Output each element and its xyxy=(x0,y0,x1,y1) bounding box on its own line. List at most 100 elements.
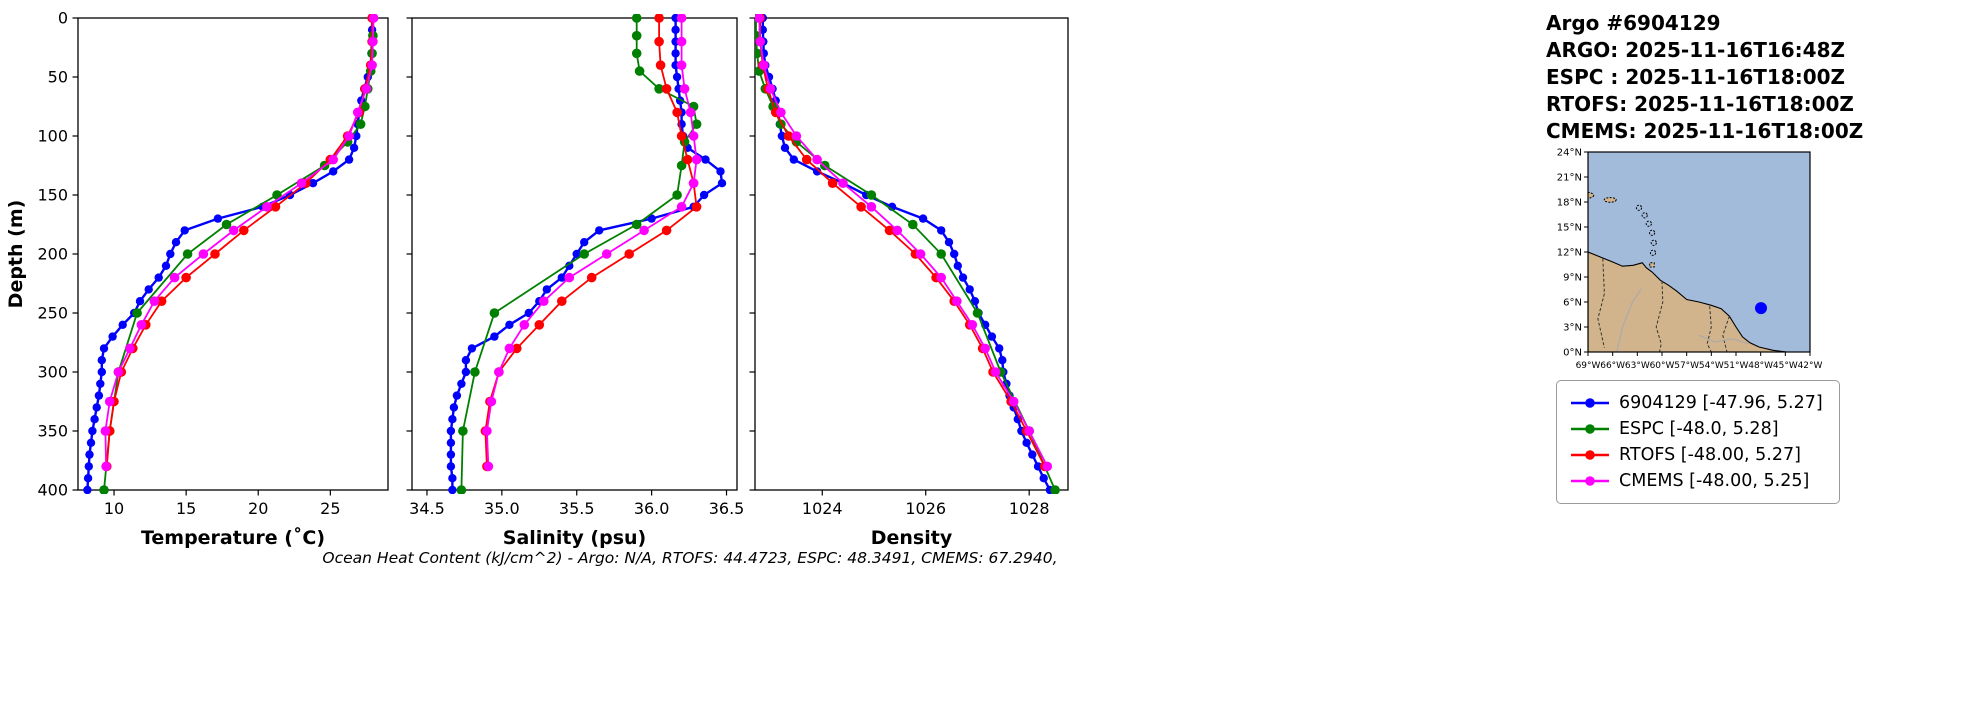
series-marker xyxy=(980,343,990,354)
series-marker xyxy=(181,272,191,283)
series-marker xyxy=(104,396,115,407)
series-rtofs xyxy=(480,14,702,472)
series-espc xyxy=(755,14,1060,494)
series-marker xyxy=(524,308,533,318)
series-marker xyxy=(688,178,699,188)
y-tick-label: 300 xyxy=(37,363,68,382)
series-marker xyxy=(783,131,794,141)
series-cmems xyxy=(755,14,1053,472)
argo-line-marker-icon xyxy=(1569,395,1611,411)
series-marker xyxy=(679,84,690,94)
series-marker xyxy=(135,297,145,306)
series-marker xyxy=(101,461,111,472)
x-tick-label: 35.0 xyxy=(484,499,520,518)
lon-tick-label: 60°W xyxy=(1650,361,1675,371)
series-marker xyxy=(84,462,93,471)
series-marker xyxy=(108,332,117,341)
lon-tick-label: 66°W xyxy=(1600,361,1625,371)
series-marker xyxy=(717,179,727,188)
series-marker xyxy=(647,214,656,223)
series-marker xyxy=(448,415,457,424)
y-tick-label: 400 xyxy=(37,481,68,500)
series-marker xyxy=(572,249,581,259)
series-marker xyxy=(936,272,946,283)
series-marker xyxy=(972,308,983,318)
series-marker xyxy=(1039,474,1048,483)
island-antilles xyxy=(1641,212,1648,219)
series-marker xyxy=(329,167,338,176)
lon-tick-label: 63°W xyxy=(1625,361,1650,371)
series-rtofs xyxy=(102,14,377,472)
series-line xyxy=(105,18,374,467)
series-marker xyxy=(780,143,790,152)
series-marker xyxy=(367,60,377,70)
series-marker xyxy=(171,238,181,247)
series-marker xyxy=(654,14,664,23)
series-marker xyxy=(344,155,354,164)
series-marker xyxy=(915,249,926,259)
series-marker xyxy=(352,107,363,118)
series-marker xyxy=(827,178,838,188)
river xyxy=(1616,288,1642,352)
series-marker xyxy=(86,438,96,447)
series-marker xyxy=(446,462,456,471)
series-marker xyxy=(542,285,551,294)
series-marker xyxy=(1050,485,1060,494)
lon-tick-label: 48°W xyxy=(1748,361,1773,371)
series-marker xyxy=(360,101,370,112)
series-line xyxy=(104,17,375,467)
legend-label: ESPC [-48.0, 5.28] xyxy=(1619,419,1779,439)
series-marker xyxy=(676,14,687,23)
series-marker xyxy=(671,49,680,58)
series-group xyxy=(446,14,727,494)
legend-item-espc: ESPC [-48.0, 5.28] xyxy=(1569,416,1823,442)
series-marker xyxy=(918,214,928,223)
legend-item-cmems: CMEMS [-48.00, 5.25] xyxy=(1569,468,1823,494)
series-marker xyxy=(83,485,92,494)
series-marker xyxy=(998,356,1007,365)
series-marker xyxy=(328,154,339,165)
series-marker xyxy=(448,485,457,494)
series-marker xyxy=(856,202,866,212)
espc-line-marker-icon xyxy=(1569,421,1611,437)
series-marker xyxy=(866,202,877,212)
series-marker xyxy=(166,249,175,259)
lon-tick-label: 45°W xyxy=(1773,361,1798,371)
cmems-line-marker-icon xyxy=(1569,473,1611,489)
series-marker xyxy=(505,320,514,329)
series-marker xyxy=(239,225,249,236)
series-marker xyxy=(595,226,604,235)
series-line xyxy=(761,18,1051,491)
lon-tick-label: 57°W xyxy=(1674,361,1699,371)
country-border xyxy=(1597,258,1605,348)
series-marker xyxy=(1028,450,1037,459)
series-marker xyxy=(639,225,649,236)
series-marker xyxy=(812,167,822,176)
series-marker xyxy=(654,36,664,47)
lat-tick-label: 3°N xyxy=(1563,323,1582,334)
series-marker xyxy=(446,450,456,459)
series-group xyxy=(83,14,379,494)
series-marker xyxy=(452,391,462,400)
legend-dot xyxy=(1585,398,1595,408)
series-marker xyxy=(565,261,574,270)
series-rtofs xyxy=(755,14,1050,472)
series-cmems xyxy=(100,14,379,472)
series-marker xyxy=(884,225,895,236)
series-marker xyxy=(965,285,974,294)
series-marker xyxy=(967,320,978,330)
series-marker xyxy=(461,356,471,365)
series-marker xyxy=(557,273,566,282)
series-marker xyxy=(755,48,762,59)
series-6904129 xyxy=(758,14,1055,494)
lon-tick-label: 69°W xyxy=(1576,361,1601,371)
series-marker xyxy=(654,84,664,94)
x-tick-label: 1024 xyxy=(802,499,843,518)
series-marker xyxy=(504,343,515,354)
y-tick-label: 0 xyxy=(58,9,68,28)
series-marker xyxy=(838,178,848,188)
x-tick-label: 20 xyxy=(248,499,268,518)
series-marker xyxy=(198,249,209,259)
